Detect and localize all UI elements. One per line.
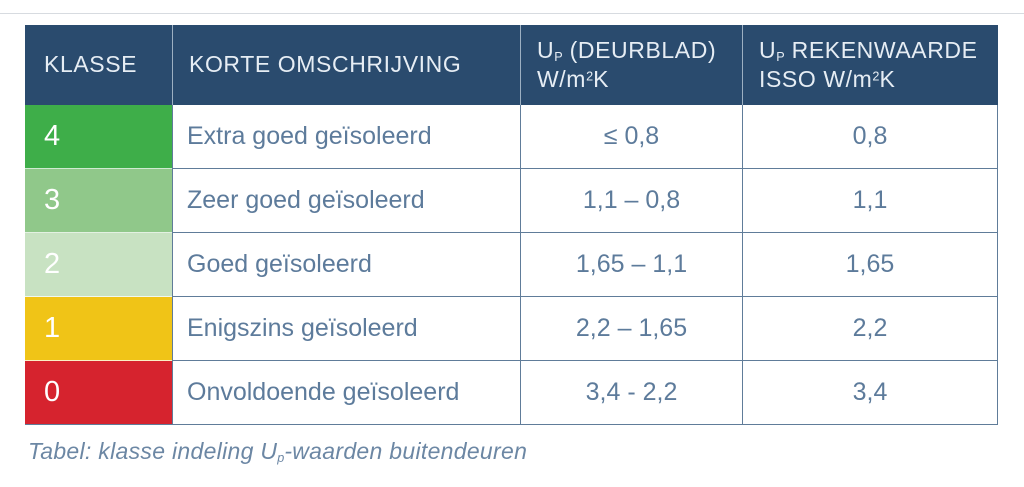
omschrijving-cell: Extra goed geïsoleerd	[172, 105, 520, 169]
omschrijving-cell: Onvoldoende geïsoleerd	[172, 361, 520, 425]
rekenwaarde-value-cell: 1,1	[742, 169, 998, 233]
up-subscript: P	[554, 49, 563, 64]
klasse-badge: 2	[25, 233, 172, 297]
omschrijving-cell: Zeer goed geïsoleerd	[172, 169, 520, 233]
table-header-row: KLASSE KORTE OMSCHRIJVING UP (DEURBLAD) W…	[25, 25, 998, 105]
table-row-klasse-0: 0 Onvoldoende geïsoleerd 3,4 - 2,2 3,4	[25, 361, 998, 425]
table-caption: Tabel: klasse indeling Up-waarden buiten…	[28, 438, 527, 465]
header-up-rekenwaarde: UP REKENWAARDE ISSO W/m2K	[742, 25, 998, 105]
up-symbol: U	[537, 36, 555, 63]
header-deurblad-text: (DEURBLAD)	[562, 36, 717, 63]
omschrijving-cell: Goed geïsoleerd	[172, 233, 520, 297]
unit-text-end: K	[879, 66, 896, 92]
header-up-deurblad: UP (DEURBLAD) W/m2K	[520, 25, 742, 105]
table-row-klasse-4: 4 Extra goed geïsoleerd ≤ 0,8 0,8	[25, 105, 998, 169]
top-divider	[0, 13, 1024, 14]
deurblad-value-cell: 1,65 – 1,1	[520, 233, 742, 297]
up-symbol: U	[759, 36, 777, 63]
klasse-badge: 0	[25, 361, 172, 425]
table-row-klasse-2: 2 Goed geïsoleerd 1,65 – 1,1 1,65	[25, 233, 998, 297]
caption-text: Tabel: klasse indeling U	[28, 438, 278, 464]
rekenwaarde-value-cell: 0,8	[742, 105, 998, 169]
header-klasse: KLASSE	[25, 25, 172, 105]
klasse-badge: 4	[25, 105, 172, 169]
up-subscript: P	[776, 49, 785, 64]
unit-text: W/m	[537, 66, 587, 92]
deurblad-value-cell: 2,2 – 1,65	[520, 297, 742, 361]
omschrijving-cell: Enigszins geïsoleerd	[172, 297, 520, 361]
rekenwaarde-value-cell: 3,4	[742, 361, 998, 425]
rekenwaarde-value-cell: 2,2	[742, 297, 998, 361]
header-korte-omschrijving: KORTE OMSCHRIJVING	[172, 25, 520, 105]
unit-superscript: 2	[586, 69, 594, 84]
unit-superscript: 2	[872, 69, 880, 84]
caption-text-end: -waarden buitendeuren	[284, 438, 528, 464]
rekenwaarde-value-cell: 1,65	[742, 233, 998, 297]
table-row-klasse-3: 3 Zeer goed geïsoleerd 1,1 – 0,8 1,1	[25, 169, 998, 233]
header-rekenwaarde-text: REKENWAARDE	[784, 36, 978, 63]
caption-subscript: p	[277, 451, 285, 466]
unit-text: ISSO W/m	[759, 66, 873, 92]
deurblad-value-cell: 1,1 – 0,8	[520, 169, 742, 233]
unit-text-end: K	[593, 66, 610, 92]
klasse-badge: 3	[25, 169, 172, 233]
klasse-badge: 1	[25, 297, 172, 361]
deurblad-value-cell: 3,4 - 2,2	[520, 361, 742, 425]
table-row-klasse-1: 1 Enigszins geïsoleerd 2,2 – 1,65 2,2	[25, 297, 998, 361]
klasse-indeling-table: KLASSE KORTE OMSCHRIJVING UP (DEURBLAD) W…	[25, 25, 998, 425]
deurblad-value-cell: ≤ 0,8	[520, 105, 742, 169]
